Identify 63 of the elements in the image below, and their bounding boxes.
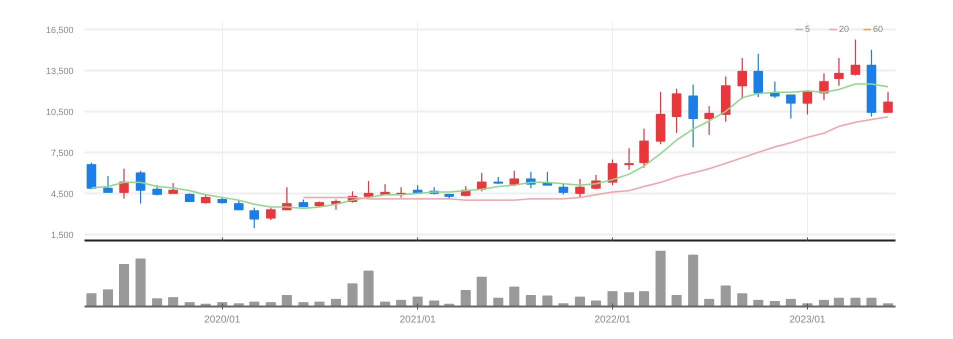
candlestick	[136, 170, 146, 204]
bar	[720, 286, 731, 306]
candlestick	[704, 106, 714, 136]
bar	[526, 294, 536, 306]
bar	[850, 298, 860, 306]
candlestick	[639, 128, 649, 168]
legend-label: 60	[873, 24, 884, 34]
candlestick	[608, 158, 618, 186]
bar	[136, 258, 146, 306]
bar	[672, 294, 682, 306]
candlestick	[119, 168, 129, 200]
candlestick	[802, 91, 812, 116]
x-tick-label: 2022/01	[594, 314, 632, 326]
candlestick	[624, 148, 634, 170]
candlestick	[266, 207, 276, 221]
x-tick-label: 2021/01	[400, 314, 436, 326]
bar	[476, 276, 487, 306]
bar	[347, 283, 358, 306]
y-tick-label: 13,500	[46, 66, 74, 76]
bar	[638, 291, 650, 306]
x-tick-label: 2023/01	[789, 314, 826, 326]
candlestick	[86, 162, 96, 190]
bar	[86, 293, 96, 306]
candlestick	[250, 207, 260, 229]
y-tick-label: 10,500	[46, 106, 74, 117]
candlestick	[754, 53, 764, 98]
bar	[102, 289, 114, 306]
bar	[574, 296, 585, 306]
candlestick	[688, 84, 698, 148]
legend-label: 5	[805, 24, 812, 34]
bar	[737, 293, 748, 306]
legend-label: 20	[839, 24, 850, 34]
bar	[460, 290, 471, 306]
candlestick	[786, 94, 796, 120]
bar	[364, 270, 374, 306]
candlestick	[103, 175, 113, 193]
candlestick	[834, 57, 844, 86]
bar	[656, 250, 666, 306]
y-tick-label: 1,500	[50, 230, 74, 240]
bar	[624, 292, 634, 306]
candlestick	[883, 91, 893, 113]
bar	[118, 264, 130, 306]
bar	[282, 294, 292, 306]
candlestick	[850, 38, 860, 76]
bar	[493, 298, 504, 306]
bar	[834, 298, 844, 306]
line-series	[302, 116, 889, 201]
bar	[542, 296, 552, 306]
bar	[688, 254, 698, 306]
y-tick-label: 4,500	[50, 188, 74, 199]
x-tick-label: 2020/01	[204, 314, 241, 326]
bar	[509, 286, 520, 306]
bar	[866, 298, 877, 306]
candlestick	[168, 182, 178, 194]
candlestick	[152, 184, 162, 196]
bar	[168, 297, 178, 306]
candlestick	[558, 182, 568, 195]
y-tick-label: 7,500	[50, 148, 74, 158]
candlestick	[672, 88, 682, 134]
candlestick	[738, 57, 748, 100]
bar	[607, 291, 618, 306]
candlestick	[575, 178, 585, 198]
y-tick-label: 16,500	[46, 24, 74, 35]
